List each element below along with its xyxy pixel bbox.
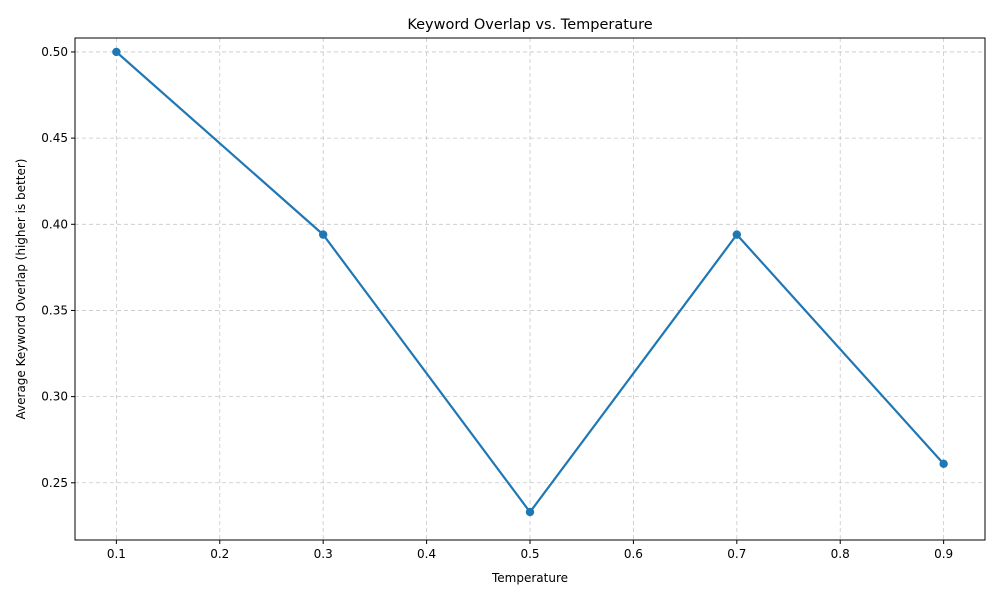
data-point	[112, 47, 121, 57]
x-tick-label: 0.6	[624, 547, 643, 561]
y-tick-label: 0.45	[41, 131, 68, 145]
x-tick-label: 0.9	[934, 547, 953, 561]
x-tick-label: 0.3	[314, 547, 333, 561]
y-tick-label: 0.25	[41, 476, 68, 490]
x-tick-label: 0.2	[210, 547, 229, 561]
data-point	[318, 230, 328, 239]
y-tick-label: 0.35	[41, 303, 68, 317]
x-tick-label: 0.5	[520, 547, 539, 561]
x-tick-label: 0.7	[727, 547, 746, 561]
y-axis-label: Average Keyword Overlap (higher is bette…	[14, 159, 28, 420]
y-tick-label: 0.30	[41, 390, 68, 404]
x-axis-label: Temperature	[491, 571, 568, 585]
y-axis-ticks: 0.25 0.30 0.35 0.40 0.45 0.50	[41, 45, 75, 490]
grid	[75, 38, 985, 540]
data-point	[939, 459, 948, 469]
x-tick-label: 0.1	[107, 547, 126, 561]
x-tick-label: 0.4	[417, 547, 436, 561]
chart-title: Keyword Overlap vs. Temperature	[407, 17, 652, 33]
y-tick-label: 0.50	[41, 45, 68, 59]
data-point	[525, 507, 535, 517]
x-axis-ticks: 0.1 0.2 0.3 0.4 0.5 0.6 0.7 0.8 0.9	[107, 540, 953, 561]
data-point	[732, 230, 742, 239]
x-tick-label: 0.8	[831, 547, 850, 561]
series	[112, 47, 948, 517]
y-tick-label: 0.40	[41, 217, 68, 231]
